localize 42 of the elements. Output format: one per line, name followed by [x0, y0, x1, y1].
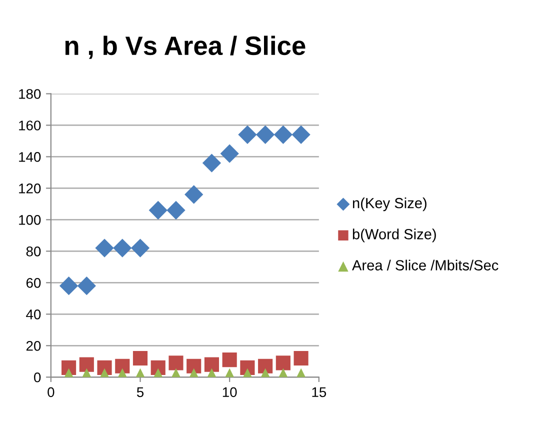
y-tick-label: 40: [26, 309, 41, 320]
point: [256, 125, 275, 144]
legend-label: b(Word Size): [352, 228, 436, 242]
point: [258, 358, 273, 374]
x-tick-label: 5: [136, 387, 144, 398]
y-tick-label: 100: [19, 215, 41, 225]
x-tick-label: 10: [222, 387, 237, 398]
chart-title: n , b Vs Area / Slice: [65, 36, 306, 59]
point: [115, 358, 130, 374]
point: [220, 144, 239, 163]
legend-label: Area / Slice /Mbits/Sec: [352, 260, 498, 270]
x-tick-label: 0: [48, 387, 54, 398]
point: [222, 352, 237, 368]
point: [276, 356, 290, 370]
point: [95, 238, 114, 258]
y-tick-label: 80: [26, 246, 41, 256]
point: [274, 125, 293, 144]
y-tick-label: 20: [26, 340, 41, 351]
point: [186, 358, 202, 374]
point: [294, 350, 308, 366]
point: [204, 357, 220, 372]
point: [292, 125, 310, 144]
y-tick-label: 120: [19, 184, 41, 194]
x-tick-label: 15: [312, 387, 326, 398]
y-tick-label: 180: [19, 89, 41, 99]
point: [184, 185, 204, 204]
point: [148, 200, 168, 220]
point: [238, 125, 257, 144]
legend-label: n(Key Size): [352, 198, 426, 212]
y-tick-label: 140: [19, 152, 41, 162]
point: [132, 350, 148, 366]
point: [166, 200, 186, 220]
point: [130, 238, 150, 258]
point: [59, 276, 78, 296]
point: [79, 357, 94, 372]
y-tick-label: 60: [26, 278, 41, 288]
point: [77, 276, 96, 296]
point: [202, 154, 222, 172]
point: [168, 356, 184, 370]
y-tick-label: 160: [19, 120, 41, 130]
point: [113, 238, 132, 258]
y-tick-label: 0: [34, 372, 41, 382]
